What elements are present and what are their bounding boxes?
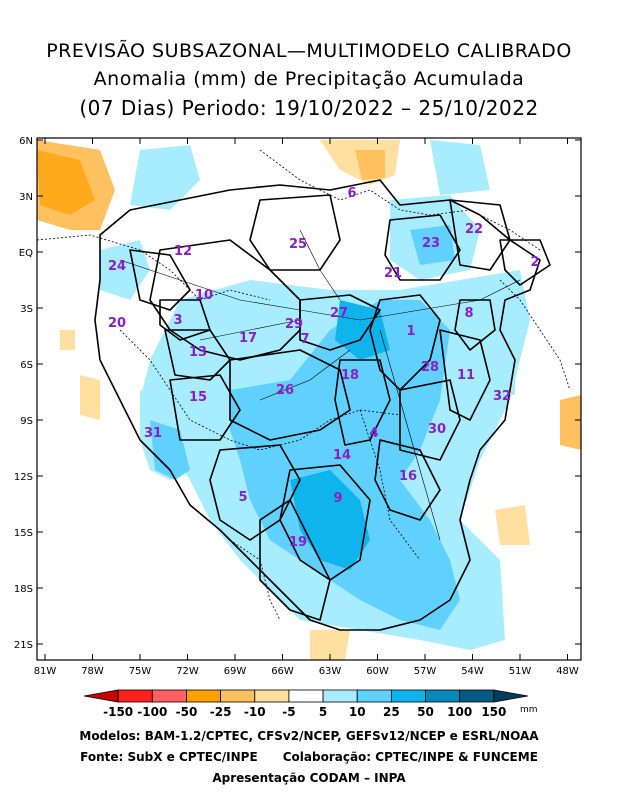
legend-swatch xyxy=(390,689,426,703)
lon-label: 66W xyxy=(271,666,294,677)
basin-number-13: 13 xyxy=(189,345,207,360)
legend-swatch xyxy=(254,689,290,703)
lat-label: 9S xyxy=(20,416,33,427)
legend-swatch xyxy=(425,689,461,703)
legend-label: 10 xyxy=(349,705,366,719)
color-legend: -150 -100 -50 -25 -10 -5 5 10 25 50 100 150 xyxy=(83,689,529,719)
lon-label: 54W xyxy=(461,666,484,677)
legend-swatch xyxy=(151,689,187,703)
basin-number-16: 16 xyxy=(399,469,417,484)
basin-number-14: 14 xyxy=(333,448,351,463)
legend-swatch xyxy=(117,689,153,703)
basin-number-18: 18 xyxy=(341,368,359,383)
basin-number-1: 1 xyxy=(406,324,415,339)
basin-number-labels: 1234567891011121314151617181920212223242… xyxy=(108,186,540,550)
footer-presentation: Apresentação CODAM – INPA xyxy=(212,771,406,785)
footer-source: Fonte: SubX e CPTEC/INPE Colaboração: CP… xyxy=(80,750,538,764)
lat-label: 18S xyxy=(14,584,33,595)
lat-label: 3S xyxy=(20,304,33,315)
lon-label: 48W xyxy=(556,666,579,677)
legend-label: 100 xyxy=(447,705,472,719)
basin-number-29: 29 xyxy=(285,317,303,332)
basin-number-30: 30 xyxy=(428,422,446,437)
basin-number-28: 28 xyxy=(421,360,439,375)
latitude-axis: 6N 3N EQ 3S 6S 9S 12S 15S 18S 21S xyxy=(14,136,581,651)
basin-number-20: 20 xyxy=(108,316,126,331)
country-borders xyxy=(37,149,571,621)
legend-label: 150 xyxy=(481,705,506,719)
basin-number-26: 26 xyxy=(276,383,294,398)
basin-number-12: 12 xyxy=(174,244,192,259)
lon-label: 81W xyxy=(34,666,57,677)
basin-outlines xyxy=(94,179,551,631)
lat-label: 12S xyxy=(14,472,33,483)
legend-label: -100 xyxy=(137,705,167,719)
basin-number-21: 21 xyxy=(384,266,402,281)
map-title-line1: PREVISÃO SUBSAZONAL—MULTIMODELO CALIBRAD… xyxy=(46,40,572,62)
legend-swatch xyxy=(83,689,119,703)
lon-label: 51W xyxy=(509,666,532,677)
legend-swatch xyxy=(459,689,495,703)
basin-number-3: 3 xyxy=(173,313,182,328)
map-frame xyxy=(36,137,582,661)
lon-label: 63W xyxy=(319,666,342,677)
basin-number-19: 19 xyxy=(289,535,307,550)
lon-label: 75W xyxy=(129,666,152,677)
legend-swatch xyxy=(493,689,529,703)
legend-label: -150 xyxy=(103,705,133,719)
legend-label: -5 xyxy=(282,705,295,719)
basin-number-11: 11 xyxy=(457,368,475,383)
basin-number-17: 17 xyxy=(239,331,257,346)
lat-label: 21S xyxy=(14,640,33,651)
lon-label: 60W xyxy=(366,666,389,677)
basin-number-4: 4 xyxy=(369,426,378,441)
legend-label: -25 xyxy=(210,705,232,719)
legend-swatch xyxy=(288,689,324,703)
legend-unit: mm xyxy=(520,705,538,715)
lon-label: 72W xyxy=(176,666,199,677)
footer-models: Modelos: BAM-1.2/CPTEC, CFSv2/NCEP, GEFS… xyxy=(79,729,539,743)
legend-swatch xyxy=(186,689,222,703)
legend-label: -50 xyxy=(176,705,198,719)
basin-number-6: 6 xyxy=(347,186,356,201)
legend-swatch xyxy=(322,689,358,703)
legend-label: 5 xyxy=(319,705,327,719)
basin-number-15: 15 xyxy=(189,390,207,405)
basin-number-5: 5 xyxy=(238,490,247,505)
lat-label: 6S xyxy=(20,360,33,371)
lat-label: 3N xyxy=(19,192,33,203)
basin-number-2: 2 xyxy=(530,255,539,270)
lon-label: 69W xyxy=(224,666,247,677)
basin-number-27: 27 xyxy=(330,306,348,321)
lon-label: 78W xyxy=(81,666,104,677)
basin-number-22: 22 xyxy=(465,222,483,237)
lat-label: 6N xyxy=(19,136,33,147)
basin-number-10: 10 xyxy=(195,288,213,303)
lon-label: 57W xyxy=(414,666,437,677)
legend-label: 25 xyxy=(383,705,400,719)
legend-swatch xyxy=(220,689,256,703)
river-network xyxy=(119,229,521,541)
legend-label: 50 xyxy=(417,705,434,719)
basin-number-7: 7 xyxy=(300,332,309,347)
lat-label: EQ xyxy=(19,248,33,259)
map-title-line2: Anomalia (mm) de Precipitação Acumulada xyxy=(93,68,525,90)
lat-label: 15S xyxy=(14,528,33,539)
legend-swatch xyxy=(356,689,392,703)
basin-number-8: 8 xyxy=(464,306,473,321)
legend-label: -10 xyxy=(244,705,266,719)
map-title-line3: (07 Dias) Periodo: 19/10/2022 – 25/10/20… xyxy=(79,96,539,120)
basin-number-25: 25 xyxy=(289,237,307,252)
basin-number-24: 24 xyxy=(108,259,126,274)
basin-number-31: 31 xyxy=(144,426,162,441)
basin-number-9: 9 xyxy=(333,491,342,506)
basin-number-32: 32 xyxy=(493,389,511,404)
basin-number-23: 23 xyxy=(422,236,440,251)
longitude-axis: 81W 78W 75W 72W 69W 66W 63W 60W 57W 54W 51W 48W xyxy=(34,138,579,677)
